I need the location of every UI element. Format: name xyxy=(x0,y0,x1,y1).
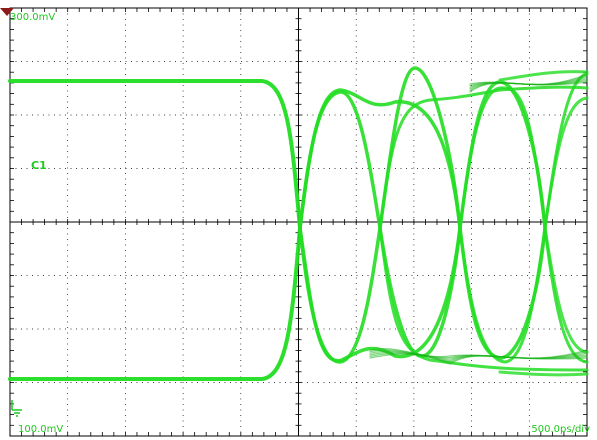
trace-path xyxy=(378,226,589,372)
trace-path xyxy=(498,370,589,377)
trace-low-rail xyxy=(8,226,302,381)
trace-path xyxy=(298,88,547,360)
trace-path xyxy=(543,226,589,354)
trace-path xyxy=(378,85,589,230)
trace-noise xyxy=(369,349,588,365)
trace-path xyxy=(498,70,589,82)
top-scale-label: 300.0mV xyxy=(10,12,56,23)
trace-path xyxy=(298,80,547,363)
channel-triangle-icon xyxy=(0,8,14,16)
eye-diagram-traces xyxy=(8,66,589,381)
trace-path xyxy=(298,66,462,364)
trace-path xyxy=(458,86,589,364)
graticule-grid xyxy=(9,7,588,437)
trace-high-rail xyxy=(8,79,302,230)
bottom-scale-label: 100.0mV xyxy=(18,424,64,435)
trace-path xyxy=(543,96,589,230)
trace-noise xyxy=(469,73,588,93)
trace-path xyxy=(458,72,589,364)
ground-icon xyxy=(11,400,22,417)
channel-label: C1 xyxy=(31,159,47,172)
time-scale-label: 500.0ps/div xyxy=(531,424,590,435)
